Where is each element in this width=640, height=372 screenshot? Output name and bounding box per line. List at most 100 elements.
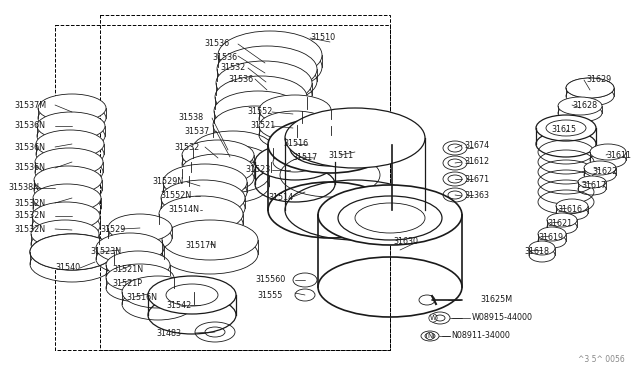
Ellipse shape [148, 276, 236, 314]
Text: 31517N: 31517N [185, 241, 216, 250]
Text: 31537M: 31537M [14, 100, 46, 109]
Text: 31521: 31521 [250, 122, 275, 131]
Ellipse shape [96, 233, 164, 263]
Ellipse shape [191, 145, 271, 179]
Text: 31629: 31629 [586, 76, 611, 84]
Text: W08915-44000: W08915-44000 [472, 314, 533, 323]
Text: 31483: 31483 [156, 328, 181, 337]
Text: 31555: 31555 [257, 291, 282, 299]
Text: 31617: 31617 [581, 182, 606, 190]
Ellipse shape [37, 112, 105, 140]
Ellipse shape [214, 91, 302, 131]
Ellipse shape [578, 176, 606, 188]
Ellipse shape [318, 185, 462, 245]
Text: 31536N: 31536N [14, 122, 45, 131]
Ellipse shape [538, 227, 566, 241]
Ellipse shape [285, 108, 425, 168]
Ellipse shape [217, 46, 317, 92]
Ellipse shape [106, 251, 170, 279]
Text: 31552N: 31552N [160, 192, 191, 201]
Ellipse shape [556, 199, 588, 213]
Text: 31538N: 31538N [8, 183, 39, 192]
Text: 31621: 31621 [547, 219, 572, 228]
Text: 31536N: 31536N [14, 164, 45, 173]
Text: 31516: 31516 [283, 140, 308, 148]
Ellipse shape [36, 130, 104, 158]
Ellipse shape [268, 117, 392, 173]
Text: 31511: 31511 [328, 151, 353, 160]
Text: 31532: 31532 [174, 142, 199, 151]
Text: N08911-34000: N08911-34000 [451, 331, 510, 340]
Ellipse shape [189, 159, 269, 193]
Ellipse shape [35, 148, 103, 176]
Text: 31542: 31542 [166, 301, 191, 310]
Text: 31611: 31611 [606, 151, 631, 160]
Ellipse shape [161, 180, 245, 216]
Text: 31536N: 31536N [14, 142, 45, 151]
Ellipse shape [32, 202, 100, 230]
Ellipse shape [34, 166, 102, 194]
Ellipse shape [558, 97, 602, 115]
Ellipse shape [162, 220, 258, 260]
Text: 31510: 31510 [310, 33, 335, 42]
Text: 31532N: 31532N [14, 212, 45, 221]
Ellipse shape [213, 106, 297, 144]
Ellipse shape [259, 95, 331, 125]
Text: 31628: 31628 [572, 100, 597, 109]
Text: 31619: 31619 [538, 234, 563, 243]
Ellipse shape [30, 234, 114, 270]
Ellipse shape [218, 31, 322, 79]
Ellipse shape [106, 264, 174, 292]
Text: 31540: 31540 [55, 263, 80, 273]
Text: ^3 5^ 0056: ^3 5^ 0056 [579, 356, 625, 365]
Ellipse shape [529, 241, 555, 255]
Text: N: N [428, 333, 433, 339]
Ellipse shape [122, 276, 194, 308]
Text: 31552: 31552 [247, 108, 273, 116]
Ellipse shape [215, 76, 307, 118]
Ellipse shape [31, 220, 99, 248]
Text: 31521N: 31521N [112, 266, 143, 275]
Text: 31536: 31536 [204, 39, 229, 48]
Text: 31618: 31618 [524, 247, 549, 257]
Ellipse shape [163, 164, 247, 200]
Text: 31521P: 31521P [112, 279, 142, 288]
Text: 31529N: 31529N [152, 177, 183, 186]
Text: 31514: 31514 [268, 193, 293, 202]
Ellipse shape [584, 161, 616, 175]
Text: 31523N: 31523N [90, 247, 121, 257]
Text: 31616: 31616 [557, 205, 582, 215]
Text: 31615: 31615 [551, 125, 576, 135]
Text: 31625M: 31625M [480, 295, 512, 305]
Text: 31536: 31536 [228, 74, 253, 83]
Text: 31538: 31538 [178, 113, 203, 122]
Text: 31532: 31532 [220, 64, 245, 73]
Text: 31537: 31537 [184, 126, 209, 135]
Ellipse shape [159, 196, 243, 232]
Text: 31516N: 31516N [126, 292, 157, 301]
Ellipse shape [566, 78, 614, 98]
Ellipse shape [182, 140, 254, 170]
Ellipse shape [547, 213, 577, 227]
Text: 31612: 31612 [464, 157, 489, 167]
Text: 31529: 31529 [100, 224, 125, 234]
Ellipse shape [255, 144, 335, 180]
Ellipse shape [38, 94, 106, 122]
Ellipse shape [216, 61, 312, 105]
Text: 31363: 31363 [464, 192, 489, 201]
Text: 31514N: 31514N [168, 205, 199, 215]
Ellipse shape [259, 111, 331, 141]
Text: 31532N: 31532N [14, 199, 45, 208]
Text: W: W [429, 315, 436, 321]
Ellipse shape [193, 131, 273, 165]
Ellipse shape [536, 115, 596, 141]
Text: 31674: 31674 [464, 141, 489, 150]
Ellipse shape [182, 154, 254, 184]
Ellipse shape [108, 214, 172, 242]
Text: 31517: 31517 [292, 153, 317, 161]
Ellipse shape [33, 184, 101, 212]
Ellipse shape [590, 144, 626, 160]
Text: 31622: 31622 [592, 167, 617, 176]
Text: 31523: 31523 [245, 166, 270, 174]
Text: 31630: 31630 [393, 237, 418, 247]
